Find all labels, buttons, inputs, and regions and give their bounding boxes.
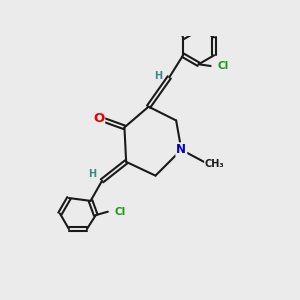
Text: Cl: Cl: [115, 207, 126, 217]
Text: CH₃: CH₃: [205, 159, 225, 169]
Text: Cl: Cl: [218, 61, 229, 71]
Text: H: H: [88, 169, 96, 179]
Text: N: N: [176, 143, 186, 156]
Text: O: O: [93, 112, 104, 124]
Text: H: H: [154, 70, 162, 81]
